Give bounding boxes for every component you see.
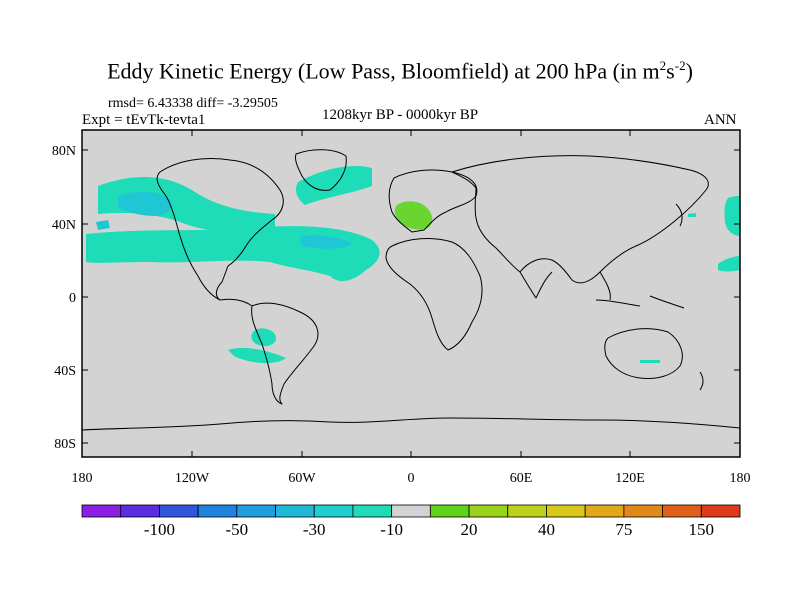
plot-title: Eddy Kinetic Energy (Low Pass, Bloomfiel… xyxy=(107,58,693,84)
coastlines xyxy=(81,149,741,431)
colorbar-swatch xyxy=(584,504,625,518)
lon-tick-label: 120W xyxy=(175,471,210,486)
colorbar-swatch xyxy=(352,504,393,518)
negative-strong-regions xyxy=(96,191,352,249)
colorbar-swatch xyxy=(700,504,741,518)
colorbar-swatch xyxy=(120,504,160,518)
colorbar-label: 20 xyxy=(461,520,478,539)
colorbar-swatch xyxy=(81,504,122,518)
lat-tick-label: 40S xyxy=(54,364,76,379)
colorbar-swatch xyxy=(507,504,547,518)
negative-anomaly-regions xyxy=(86,165,740,364)
lon-tick-label: 60W xyxy=(288,471,316,486)
experiment-label: Expt = tEvTk-tevta1 xyxy=(82,112,206,128)
lat-tick-label: 40N xyxy=(52,218,76,233)
colorbar-swatch xyxy=(429,504,470,518)
colorbar-swatch xyxy=(391,504,431,518)
colorbar-swatch xyxy=(197,504,238,518)
colorbar-swatch xyxy=(275,504,315,518)
colorbar-label: 40 xyxy=(538,520,555,539)
colorbar-label: 75 xyxy=(615,520,632,539)
colorbar-swatch xyxy=(313,504,354,518)
lat-tick-label: 80N xyxy=(52,144,76,159)
map-background xyxy=(82,130,740,457)
season-label: ANN xyxy=(704,112,737,128)
colorbar xyxy=(81,504,741,518)
colorbar-label: -50 xyxy=(225,520,248,539)
lon-tick-label: 60E xyxy=(510,471,533,486)
colorbar-swatch xyxy=(662,504,702,518)
period-label: 1208kyr BP - 0000kyr BP xyxy=(322,107,479,123)
colorbar-swatch xyxy=(236,504,276,518)
colorbar-swatch xyxy=(468,504,509,518)
colorbar-label: -30 xyxy=(303,520,326,539)
lat-tick-label: 80S xyxy=(54,437,76,452)
colorbar-swatch xyxy=(546,504,586,518)
colorbar-label: -100 xyxy=(144,520,175,539)
lon-tick-label: 120E xyxy=(615,471,645,486)
lon-tick-label: 180 xyxy=(72,471,93,486)
lon-tick-label: 0 xyxy=(408,471,415,486)
lon-tick-label: 180 xyxy=(730,471,751,486)
axis-tick-labels: 80N 40N 0 40S 80S 180 120W 60W 0 60E 120E 180 xyxy=(52,144,751,486)
positive-anomaly-region xyxy=(394,201,433,230)
colorbar-label: -10 xyxy=(380,520,403,539)
colorbar-swatch xyxy=(623,504,663,518)
colorbar-label: 150 xyxy=(689,520,715,539)
axis-ticks xyxy=(81,130,741,457)
colorbar-labels: -100 -50 -30 -10 20 40 75 150 xyxy=(144,520,714,539)
stats-label: rmsd= 6.43338 diff= -3.29505 xyxy=(108,96,278,111)
colorbar-swatch xyxy=(159,504,199,518)
lat-tick-label: 0 xyxy=(69,291,76,306)
